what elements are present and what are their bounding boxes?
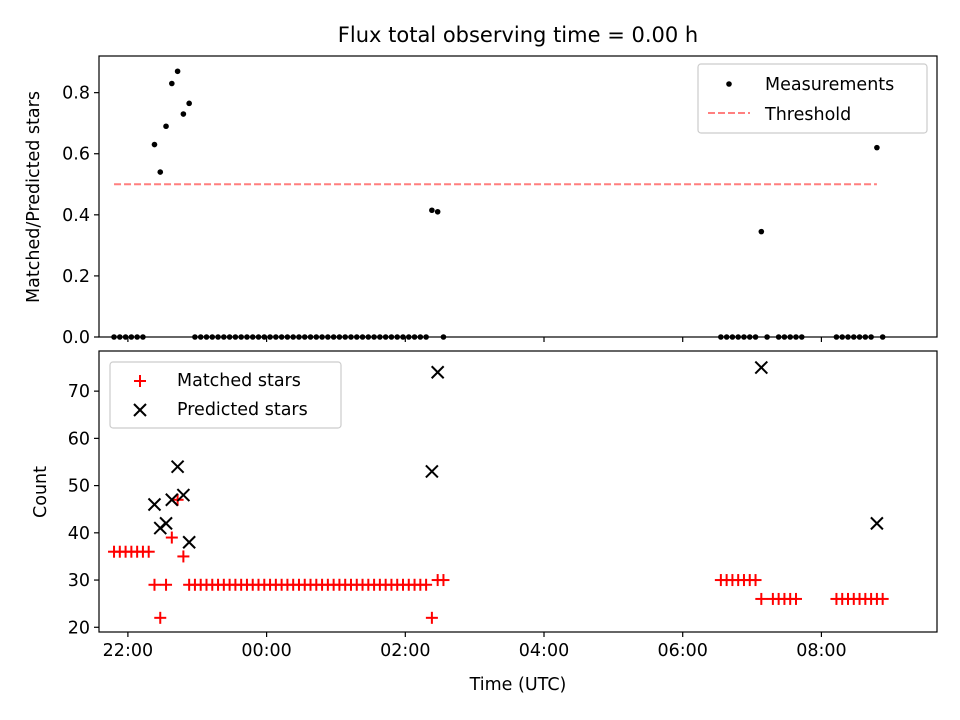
axes: 20 30 40 50 60 70 22:00 00:00 02:00 04:00 06:00 08:… xyxy=(68,382,847,661)
matched-star-point xyxy=(755,592,768,605)
axes: 0.0 0.2 0.4 0.6 0.8 xyxy=(62,84,823,348)
y-tick-label: 60 xyxy=(68,429,90,449)
legend-box xyxy=(697,63,928,134)
matched-star-point xyxy=(160,578,173,591)
y-tick-label: 40 xyxy=(68,524,90,544)
predicted-star-point xyxy=(430,365,445,379)
predicted-star-point xyxy=(159,516,173,531)
x-tick-label: 04:00 xyxy=(519,641,569,661)
predicted-star-point xyxy=(165,493,179,507)
measurement-point xyxy=(434,208,441,215)
measurement-point xyxy=(758,228,765,235)
legend-label-predicted-stars: Predicted stars xyxy=(177,400,308,420)
legend: Measurements Threshold xyxy=(697,63,928,134)
matched-star-point xyxy=(789,592,802,605)
legend-box xyxy=(109,361,342,429)
x-tick-label: 08:00 xyxy=(796,641,846,661)
legend-marker-measurements xyxy=(726,81,732,87)
matched-star-point xyxy=(154,611,167,624)
plot-area xyxy=(111,68,886,340)
chart-title: Flux total observing time = 0.00 h xyxy=(338,23,698,47)
measurement-point xyxy=(163,123,169,130)
matched-star-point xyxy=(420,578,433,591)
matched-star-point xyxy=(876,592,889,605)
predicted-star-point xyxy=(870,516,884,531)
measurement-point xyxy=(151,141,158,148)
y-tick-label: 0.6 xyxy=(62,145,90,165)
x-axis-label: Time (UTC) xyxy=(469,675,567,695)
predicted-star-point xyxy=(182,535,196,549)
matched-star-point xyxy=(177,550,190,563)
y-tick-label: 0.8 xyxy=(62,84,90,104)
legend-marker-matched-stars xyxy=(134,375,146,387)
matched-star-point xyxy=(425,611,438,624)
y-tick-label: 50 xyxy=(68,477,90,497)
y-tick-label: 0.4 xyxy=(62,206,90,226)
x-tick-label: 02:00 xyxy=(380,641,430,661)
plot-frame xyxy=(98,350,938,633)
legend-label-threshold: Threshold xyxy=(764,105,851,125)
measurement-point xyxy=(429,207,435,214)
y-tick-label: 30 xyxy=(68,571,90,591)
y-tick-label: 70 xyxy=(68,382,90,402)
x-tick-label: 06:00 xyxy=(657,641,707,661)
matched-star-point xyxy=(749,574,762,587)
y-tick-label: 0.2 xyxy=(62,267,90,287)
predicted-star-point xyxy=(754,360,769,375)
predicted-star-point xyxy=(176,488,191,502)
matched-star-point xyxy=(142,545,155,558)
y-tick-label: 0.0 xyxy=(62,328,90,348)
x-tick-label: 22:00 xyxy=(103,641,153,661)
measurement-point xyxy=(186,100,192,107)
y-axis-label: Matched/Predicted stars xyxy=(24,91,44,303)
bottom-panel: Count Time (UTC) 20 30 40 50 60 70 22:00 00:00 0… xyxy=(31,350,938,695)
legend-label-measurements: Measurements xyxy=(765,75,894,95)
y-axis-label: Count xyxy=(31,466,51,518)
predicted-star-point xyxy=(147,497,162,512)
legend-marker-predicted-stars xyxy=(133,403,147,417)
matched-star-point xyxy=(165,531,178,544)
predicted-star-point xyxy=(170,459,185,474)
measurement-point xyxy=(174,68,181,75)
measurement-point xyxy=(157,169,164,175)
plot-area xyxy=(108,360,889,624)
matched-star-point xyxy=(148,578,161,591)
measurement-point xyxy=(874,144,880,151)
predicted-star-point xyxy=(425,464,439,479)
y-tick-label: 20 xyxy=(68,618,90,638)
matched-star-point xyxy=(437,574,450,587)
x-tick-label: 00:00 xyxy=(241,641,291,661)
legend: Matched stars Predicted stars xyxy=(109,361,342,429)
top-panel: Flux total observing time = 0.00 h Match… xyxy=(24,23,938,348)
measurement-point xyxy=(169,80,175,87)
measurement-point xyxy=(180,111,187,117)
legend-label-matched-stars: Matched stars xyxy=(177,371,301,391)
plot-frame xyxy=(98,55,938,338)
